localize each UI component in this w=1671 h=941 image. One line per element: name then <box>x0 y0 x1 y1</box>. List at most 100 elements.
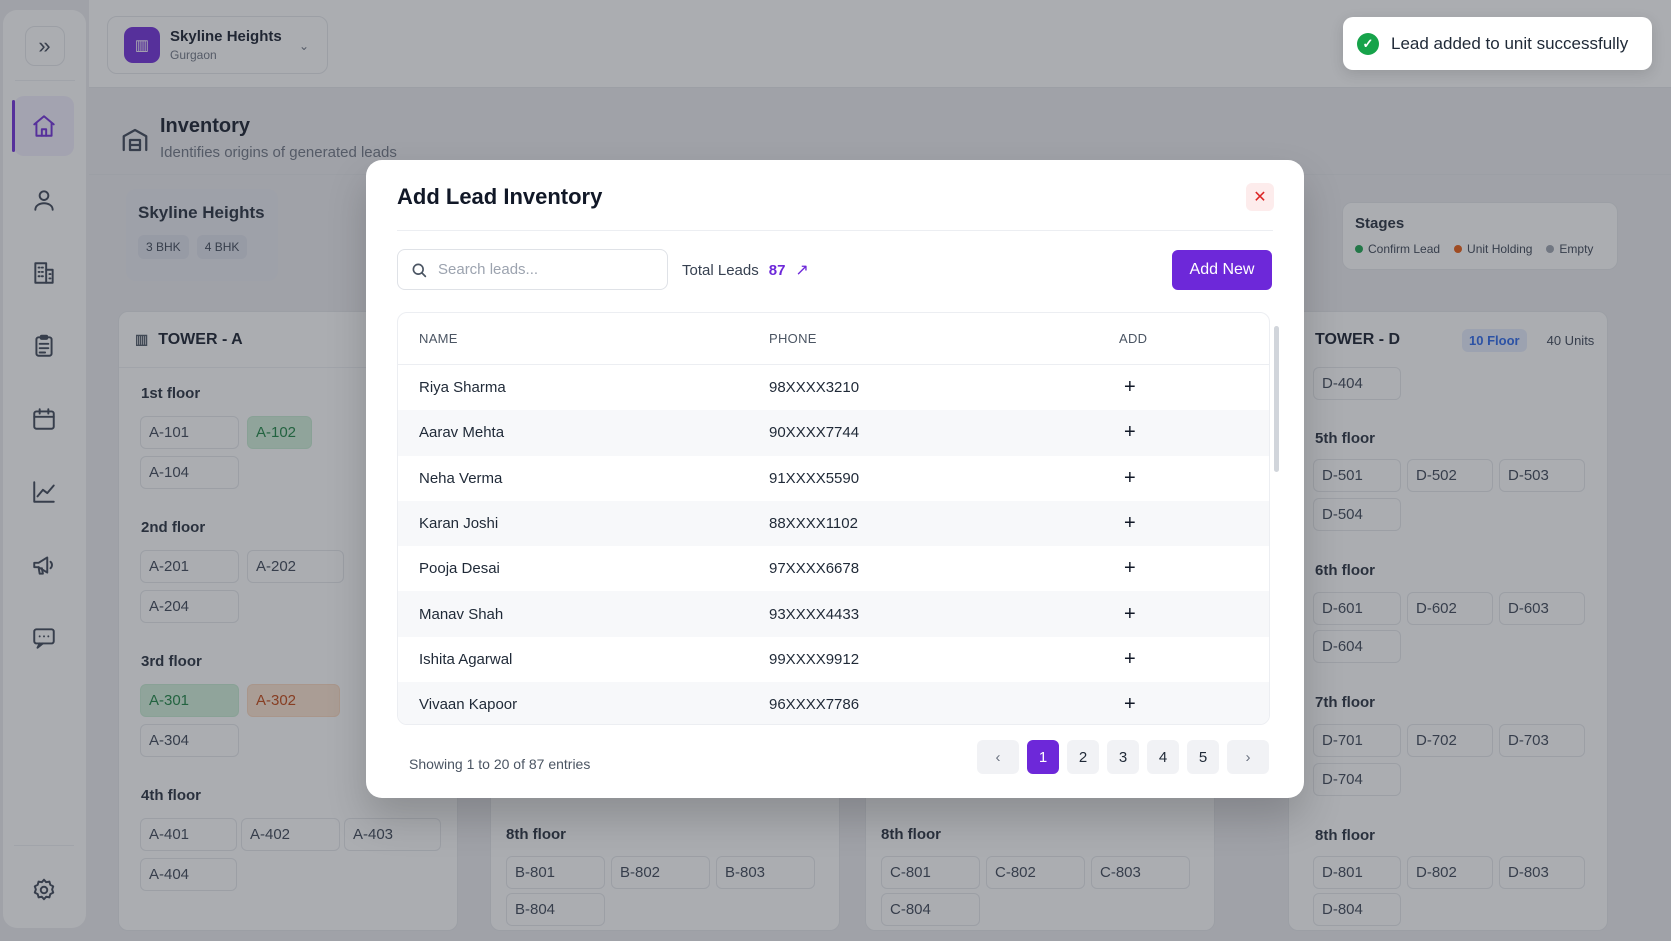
unit-cell[interactable]: C-802 <box>986 856 1085 889</box>
unit-cell[interactable]: D-603 <box>1499 592 1585 625</box>
unit-cell[interactable]: D-502 <box>1407 459 1493 492</box>
bhk-chips: 3 BHK 4 BHK <box>138 235 266 259</box>
unit-cell[interactable]: A-104 <box>140 456 239 489</box>
next-page-button[interactable]: › <box>1227 740 1269 774</box>
search-input[interactable] <box>438 261 658 278</box>
unit-cell[interactable]: D-703 <box>1499 724 1585 757</box>
plus-icon[interactable]: + <box>1124 512 1136 535</box>
unit-cell[interactable]: D-804 <box>1313 893 1401 926</box>
unit-cell[interactable]: D-604 <box>1313 630 1401 663</box>
table-row: Karan Joshi 88XXXX1102 + <box>398 500 1269 547</box>
tower-a-card: ▥ TOWER - A 1st floor A-101 A-102 A-104 … <box>118 311 458 931</box>
plus-icon[interactable]: + <box>1124 466 1136 489</box>
column-header-name: NAME <box>419 331 458 346</box>
unit-cell[interactable]: B-801 <box>506 856 605 889</box>
table-scrollbar[interactable] <box>1274 326 1279 472</box>
sidebar-item-users[interactable] <box>14 170 74 230</box>
project-card[interactable]: Skyline Heights 3 BHK 4 BHK <box>126 189 278 281</box>
plus-icon[interactable]: + <box>1124 647 1136 670</box>
unit-cell[interactable]: D-501 <box>1313 459 1401 492</box>
plus-icon[interactable]: + <box>1124 557 1136 580</box>
unit-cell[interactable]: B-802 <box>611 856 710 889</box>
lead-name: Manav Shah <box>419 605 504 623</box>
lead-name: Ishita Agarwal <box>419 650 513 668</box>
sidebar-item-messages[interactable] <box>14 608 74 668</box>
unit-cell[interactable]: A-102 <box>247 416 312 449</box>
sidebar-item-analytics[interactable] <box>14 462 74 522</box>
unit-cell[interactable]: D-801 <box>1313 856 1401 889</box>
unit-cell[interactable]: D-704 <box>1313 763 1401 796</box>
lead-phone: 99XXXX9912 <box>769 650 860 668</box>
page-subtitle: Identifies origins of generated leads <box>160 144 397 161</box>
table-row: Aarav Mehta 90XXXX7744 + <box>398 410 1269 456</box>
unit-cell[interactable]: A-403 <box>344 818 441 851</box>
page-button[interactable]: 1 <box>1027 740 1059 774</box>
prev-page-button[interactable]: ‹ <box>977 740 1019 774</box>
unit-cell[interactable]: D-601 <box>1313 592 1401 625</box>
sidebar-item-home[interactable] <box>12 96 74 156</box>
chevron-left-icon: ‹ <box>995 748 1001 766</box>
bhk-chip[interactable]: 3 BHK <box>138 235 189 259</box>
unit-cell[interactable]: B-804 <box>506 893 605 926</box>
unit-cell[interactable]: D-803 <box>1499 856 1585 889</box>
add-lead-inventory-modal: Add Lead Inventory ✕ Total Leads 87 ↗ Ad… <box>366 160 1304 798</box>
calendar-icon <box>33 408 55 430</box>
page-button[interactable]: 3 <box>1107 740 1139 774</box>
unit-cell[interactable]: A-404 <box>140 858 237 891</box>
unit-cell[interactable]: A-401 <box>140 818 237 851</box>
sidebar-item-calendar[interactable] <box>14 389 74 449</box>
unit-cell[interactable]: A-201 <box>140 550 239 583</box>
plus-icon[interactable]: + <box>1124 693 1136 716</box>
legend-item-holding: Unit Holding <box>1454 242 1532 256</box>
table-row: Pooja Desai 97XXXX6678 + <box>398 546 1269 591</box>
unit-cell[interactable]: C-804 <box>881 893 980 926</box>
project-switcher[interactable]: ▥ Skyline Heights Gurgaon ⌄ <box>107 16 328 74</box>
unit-cell[interactable]: D-503 <box>1499 459 1585 492</box>
unit-cell[interactable]: D-404 <box>1313 367 1401 400</box>
sidebar-item-tasks[interactable] <box>14 316 74 376</box>
plus-icon[interactable]: + <box>1124 421 1136 444</box>
unit-cell[interactable]: A-101 <box>140 416 239 449</box>
check-circle-icon: ✓ <box>1357 32 1379 55</box>
floor-label: 3rd floor <box>141 653 202 670</box>
chevrons-right-icon: » <box>38 33 51 58</box>
chevron-down-icon: ⌄ <box>298 39 309 53</box>
unit-cell[interactable]: A-202 <box>247 550 344 583</box>
sidebar-item-campaigns[interactable] <box>14 535 74 595</box>
unit-cell[interactable]: D-702 <box>1407 724 1493 757</box>
building-icon: ▥ <box>135 331 149 347</box>
lead-phone: 88XXXX1102 <box>769 515 858 533</box>
unit-cell[interactable]: A-302 <box>247 684 340 717</box>
megaphone-icon <box>33 556 53 575</box>
floor-label: 4th floor <box>141 787 201 804</box>
sidebar: » <box>3 10 86 928</box>
table-row: Riya Sharma 98XXXX3210 + <box>398 365 1269 410</box>
unit-cell[interactable]: C-801 <box>881 856 980 889</box>
unit-cell[interactable]: D-504 <box>1313 498 1401 531</box>
unit-cell[interactable]: A-304 <box>140 724 239 757</box>
search-field[interactable] <box>397 249 668 290</box>
unit-cell[interactable]: D-602 <box>1407 592 1493 625</box>
lead-name: Pooja Desai <box>419 560 500 578</box>
bhk-chip[interactable]: 4 BHK <box>196 235 248 259</box>
page-button[interactable]: 2 <box>1067 740 1099 774</box>
sidebar-item-buildings[interactable] <box>14 243 74 303</box>
unit-cell[interactable]: C-803 <box>1091 856 1190 889</box>
sidebar-item-settings[interactable] <box>14 860 74 920</box>
unit-cell[interactable]: D-802 <box>1407 856 1493 889</box>
unit-cell[interactable]: B-803 <box>716 856 815 889</box>
plus-icon[interactable]: + <box>1124 602 1136 625</box>
clipboard-icon <box>35 334 53 357</box>
close-button[interactable]: ✕ <box>1246 183 1274 211</box>
plus-icon[interactable]: + <box>1124 376 1136 399</box>
page-button[interactable]: 4 <box>1147 740 1179 774</box>
page-button[interactable]: 5 <box>1187 740 1219 774</box>
unit-cell[interactable]: A-204 <box>140 590 239 623</box>
unit-cell[interactable]: D-701 <box>1313 724 1401 757</box>
unit-cell[interactable]: A-301 <box>140 684 239 717</box>
success-toast: ✓ Lead added to unit successfully <box>1343 17 1652 70</box>
add-new-button[interactable]: Add New <box>1172 250 1272 290</box>
total-leads[interactable]: Total Leads 87 ↗ <box>682 260 809 280</box>
unit-cell[interactable]: A-402 <box>241 818 340 851</box>
expand-sidebar-button[interactable]: » <box>24 26 65 66</box>
